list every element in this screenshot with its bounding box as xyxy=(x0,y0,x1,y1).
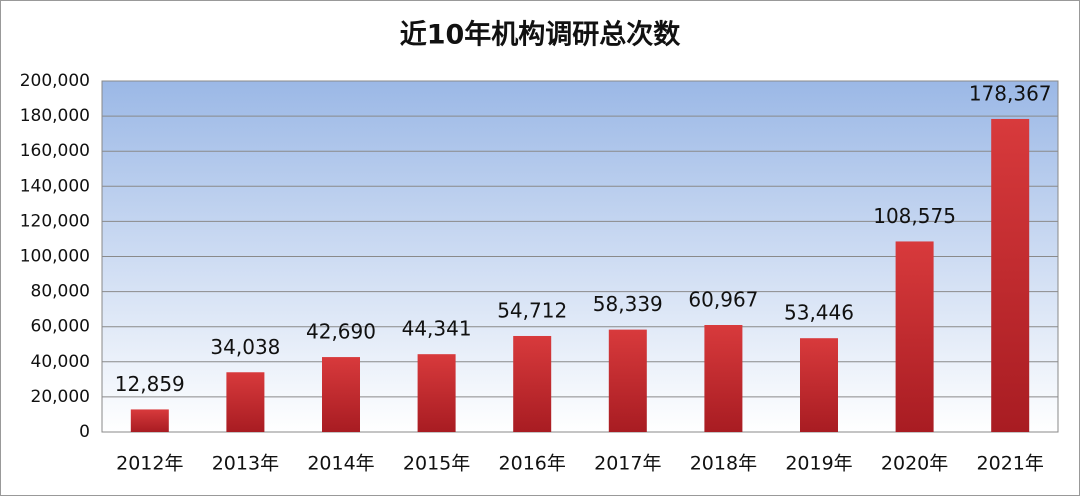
y-tick-label: 180,000 xyxy=(20,106,90,126)
value-label: 54,712 xyxy=(497,298,567,322)
chart-title: 近10年机构调研总次数 xyxy=(400,19,682,51)
y-tick-label: 20,000 xyxy=(31,387,90,407)
x-tick-label: 2014年 xyxy=(307,453,374,475)
x-tick-label: 2018年 xyxy=(690,453,757,475)
x-tick-label: 2017年 xyxy=(594,453,661,475)
y-tick-label: 100,000 xyxy=(20,247,90,267)
value-label: 42,690 xyxy=(306,320,376,344)
value-label: 108,575 xyxy=(873,204,956,228)
y-tick-label: 60,000 xyxy=(31,317,90,337)
y-tick-label: 40,000 xyxy=(31,352,90,372)
y-tick-label: 120,000 xyxy=(20,211,90,231)
value-label: 60,967 xyxy=(688,288,758,312)
x-tick-label: 2019年 xyxy=(785,453,852,475)
bar xyxy=(800,338,838,432)
y-tick-label: 80,000 xyxy=(31,282,90,302)
x-tick-label: 2013年 xyxy=(212,453,279,475)
bar xyxy=(322,357,360,432)
x-tick-label: 2016年 xyxy=(499,453,566,475)
bar xyxy=(417,354,456,432)
y-tick-label: 160,000 xyxy=(20,141,90,161)
bar xyxy=(608,329,647,432)
value-label: 34,038 xyxy=(210,335,280,359)
value-label: 53,446 xyxy=(784,301,854,325)
value-label: 12,859 xyxy=(115,372,185,396)
x-tick-label: 2020年 xyxy=(881,453,948,475)
x-tick-label: 2021年 xyxy=(977,453,1044,475)
bar xyxy=(704,325,743,432)
y-tick-label: 0 xyxy=(79,422,90,442)
x-tick-label: 2015年 xyxy=(403,453,470,475)
value-label: 58,339 xyxy=(593,292,663,316)
bar xyxy=(895,241,934,432)
x-tick-label: 2012年 xyxy=(116,453,183,475)
y-tick-label: 140,000 xyxy=(20,176,90,196)
value-label: 44,341 xyxy=(402,317,472,341)
bar xyxy=(513,335,552,432)
bar xyxy=(991,118,1030,432)
y-tick-label: 200,000 xyxy=(20,71,90,91)
bar xyxy=(130,409,169,432)
bar xyxy=(226,372,265,432)
value-label: 178,367 xyxy=(969,81,1052,105)
